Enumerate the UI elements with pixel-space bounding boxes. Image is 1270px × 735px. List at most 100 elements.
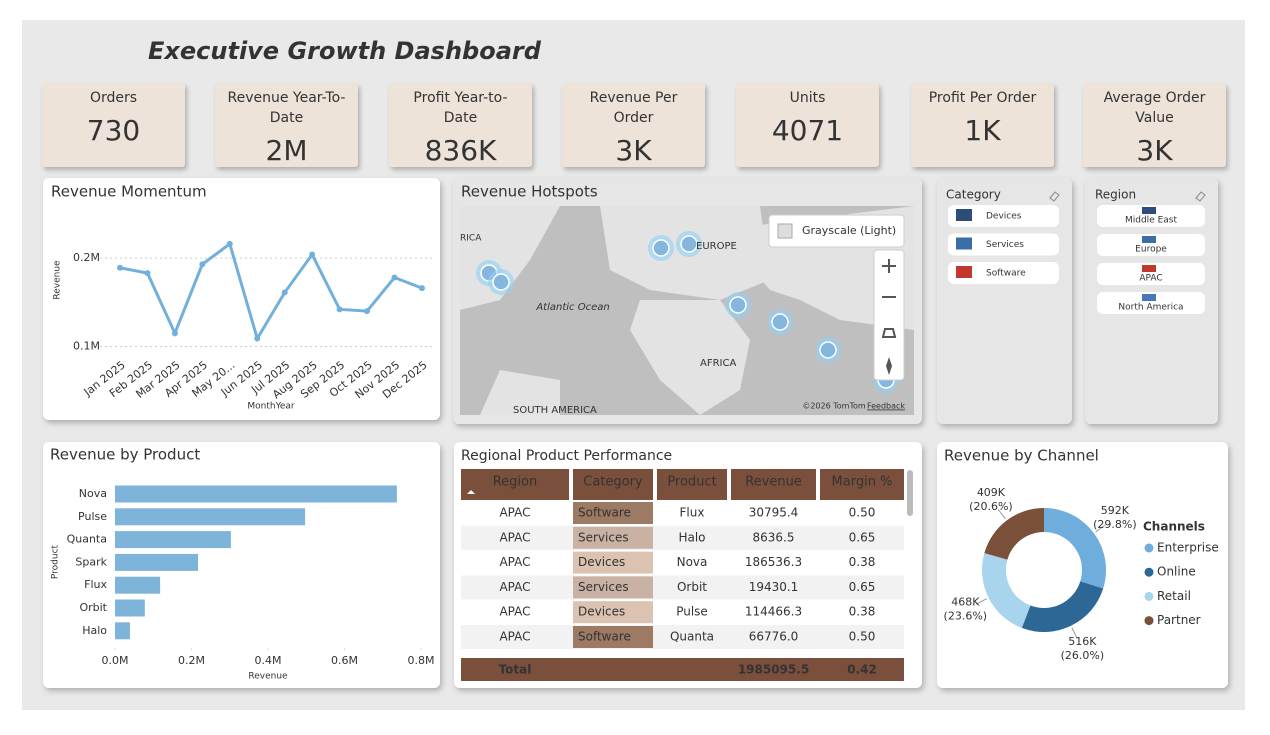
table-cell: 19430.1 — [749, 580, 799, 594]
total-row — [461, 658, 904, 681]
kpi-card: Profit Year-to-Date 836K — [389, 83, 532, 167]
point — [281, 289, 288, 296]
point — [336, 306, 343, 313]
y-tick-label: Pulse — [78, 510, 107, 523]
style-button — [768, 214, 905, 248]
point — [364, 308, 371, 315]
slicer-item[interactable] — [1097, 234, 1205, 256]
leader-line — [1095, 524, 1106, 533]
y-tick-label: Nova — [79, 487, 107, 500]
table-cell: 186536.3 — [745, 555, 802, 569]
slicer-item[interactable] — [948, 205, 1059, 227]
x-tick-label: 0.8M — [408, 654, 435, 667]
table-cell: Flux — [680, 506, 705, 520]
point — [144, 270, 151, 277]
x-tick-label: 0.4M — [255, 654, 282, 667]
donut-slice — [982, 553, 1031, 628]
slicer-item-label: Middle East — [1125, 216, 1177, 226]
point — [254, 335, 261, 342]
row-bg — [461, 525, 904, 550]
table-cell: Devices — [578, 605, 625, 619]
kpi-card: Profit Per Order 1K — [911, 83, 1054, 167]
style-icon — [777, 223, 793, 239]
kpi-label: Revenue Year-To-Date — [227, 90, 346, 126]
x-tick-label: 0.6M — [331, 654, 358, 667]
kpi-value: 2M — [265, 134, 308, 167]
donut-slice — [1044, 508, 1106, 589]
table-cell: Halo — [678, 530, 705, 544]
total-cell: Total — [499, 663, 532, 677]
map-label: EUROPE — [696, 241, 737, 252]
table-cell: Nova — [677, 555, 708, 569]
bar — [115, 485, 397, 503]
item-icon — [956, 237, 972, 250]
y-tick-label: Orbit — [79, 601, 107, 614]
map-label: RICA — [460, 234, 482, 244]
table-cell: APAC — [499, 506, 530, 520]
bar — [115, 599, 145, 617]
item-icon — [956, 209, 972, 221]
slicer-item-label: Services — [986, 240, 1024, 250]
y-tick-label: Halo — [82, 624, 107, 637]
panel — [43, 442, 440, 688]
row-bg — [461, 575, 904, 600]
header-cell — [461, 469, 569, 500]
kpi-value: 4071 — [771, 114, 844, 147]
legend-label: Retail — [1157, 589, 1191, 603]
item-icon — [1142, 294, 1156, 301]
row-bg — [461, 625, 904, 649]
legend-label: Partner — [1157, 613, 1201, 627]
table-cell: 0.50 — [849, 630, 876, 644]
dashboard-title: Executive Growth Dashboard — [148, 37, 542, 65]
legend-marker — [1144, 591, 1154, 601]
data-label: (20.6%) — [969, 500, 1013, 513]
table-cell: Pulse — [676, 605, 708, 619]
slicer-item[interactable] — [1097, 205, 1205, 227]
data-label: (26.0%) — [1061, 649, 1105, 662]
data-label: 592K — [1101, 504, 1130, 517]
chart-title: Revenue by Product — [50, 446, 200, 464]
y-tick-label: 0.2M — [73, 251, 100, 264]
map-land — [630, 300, 750, 415]
scrollbar — [907, 470, 913, 516]
category-cell — [573, 526, 653, 549]
slicer-item[interactable] — [1097, 263, 1205, 285]
legend-marker — [1144, 616, 1154, 626]
item-icon — [1142, 265, 1156, 272]
data-label: (29.8%) — [1093, 518, 1137, 531]
column-header: Category — [583, 475, 643, 490]
y-axis-title: Product — [51, 544, 61, 579]
donut-slice — [984, 508, 1044, 560]
donut-slice — [1021, 581, 1104, 632]
map-credit: ©2026 TomTom — [802, 402, 866, 411]
point — [226, 240, 233, 247]
map-label: SOUTH AMERICA — [513, 405, 597, 416]
point — [309, 251, 316, 258]
y-tick-label: Quanta — [67, 533, 107, 546]
slicer-item[interactable] — [948, 262, 1059, 284]
x-axis-title: Revenue — [248, 672, 288, 682]
table-cell: APAC — [499, 530, 530, 544]
sort-icon — [467, 490, 475, 494]
compass-icon — [886, 357, 892, 375]
slicer-item[interactable] — [948, 233, 1059, 256]
table-cell: Quanta — [670, 630, 714, 644]
kpi-label: Units — [789, 90, 826, 106]
table-cell: 0.50 — [849, 506, 876, 520]
slicer-title: Category — [946, 188, 1001, 202]
leader-line — [1071, 627, 1078, 639]
table-cell: 0.38 — [849, 555, 876, 569]
map-title: Revenue Hotspots — [461, 183, 598, 201]
slicer-item[interactable] — [1097, 292, 1205, 314]
item-icon — [956, 266, 972, 278]
y-tick-label: Spark — [75, 555, 107, 568]
column-header: Revenue — [745, 475, 802, 490]
category-cell — [573, 626, 653, 648]
map-land — [480, 370, 560, 415]
kpi-card: Revenue Per Order 3K — [562, 83, 705, 167]
table-cell: APAC — [499, 605, 530, 619]
header-cell — [573, 469, 653, 500]
hotspot — [729, 296, 747, 314]
kpi-label: Revenue Per Order — [589, 90, 678, 126]
bar — [115, 576, 161, 594]
